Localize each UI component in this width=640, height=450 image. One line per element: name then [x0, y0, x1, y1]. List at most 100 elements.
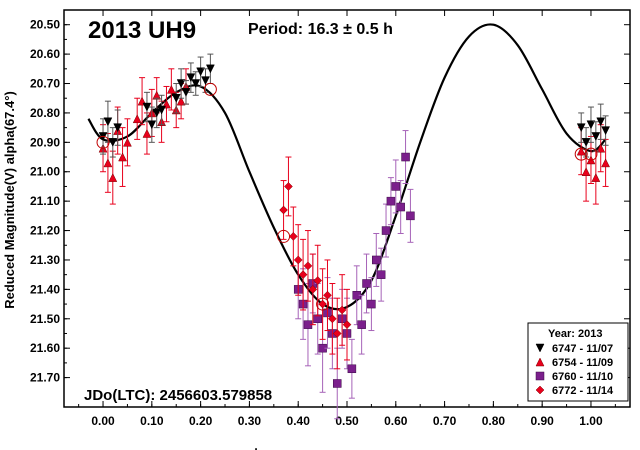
- data-point: [332, 329, 342, 338]
- data-point: [372, 255, 381, 265]
- legend-marker: [535, 343, 545, 353]
- data-point: [108, 173, 118, 182]
- legend-title: Year: 2013: [548, 328, 602, 340]
- data-point: [166, 84, 176, 94]
- data-point: [123, 137, 132, 147]
- y-axis: 20.50 20.60 20.70 20.80 20.90 21.00 21.10 21.20…: [30, 18, 630, 385]
- legend-marker: [535, 385, 545, 395]
- data-point: [176, 79, 186, 89]
- data-point: [391, 182, 401, 191]
- highlight-circle: [584, 147, 598, 161]
- data-point: [293, 255, 303, 265]
- data-point: [601, 126, 611, 136]
- data-point: [157, 105, 166, 115]
- x-tick-label: 0.60: [384, 414, 408, 428]
- data-point: [201, 76, 210, 86]
- y-tick-label: 21.00: [30, 165, 60, 179]
- data-point: [142, 128, 152, 138]
- x-tick-label: 0.10: [140, 414, 164, 428]
- y-tick-label: 20.60: [30, 47, 60, 61]
- circled-points-layer: [96, 82, 598, 311]
- y-tick-label: 21.70: [30, 371, 60, 385]
- data-point: [601, 158, 611, 168]
- y-tick-label: 20.70: [30, 77, 60, 91]
- y-tick-label: 21.50: [30, 312, 60, 326]
- data-point: [288, 232, 298, 241]
- data-point: [186, 73, 196, 83]
- x-axis-label: .: [254, 439, 257, 450]
- jdo-annotation: JDo(LTC): 2456603.579858: [84, 387, 272, 404]
- data-points-layer: [98, 53, 611, 420]
- legend-entry: 6772 - 11/14: [552, 385, 614, 397]
- data-point: [401, 152, 410, 162]
- highlight-circle: [96, 135, 110, 149]
- series-triangle-down: [98, 53, 611, 158]
- legend: Year: 2013 6747 - 11/07 6754 - 11/09 6760 …: [527, 322, 629, 402]
- legend-marker: [535, 357, 545, 367]
- data-point: [581, 167, 591, 176]
- data-point: [323, 290, 332, 300]
- y-tick-label: 20.90: [30, 135, 60, 149]
- data-point: [347, 364, 357, 374]
- y-tick-label: 21.10: [30, 194, 60, 208]
- x-tick-label: 0.40: [287, 414, 311, 428]
- x-tick-label: 0.20: [189, 414, 213, 428]
- x-tick-label: 0.80: [482, 414, 506, 428]
- series-diamond: [279, 156, 352, 370]
- highlight-circle: [574, 147, 588, 161]
- data-point: [406, 211, 415, 221]
- data-point: [337, 305, 347, 315]
- highlight-circle: [316, 297, 330, 311]
- data-point: [313, 276, 323, 285]
- fit-curve-layer: [87, 23, 607, 311]
- highlight-circle: [203, 82, 217, 96]
- y-tick-label: 20.50: [30, 18, 60, 32]
- legend-box: [527, 322, 629, 402]
- data-point: [103, 158, 113, 168]
- chart-subtitle: Period: 16.3 ± 0.5 h: [248, 21, 393, 38]
- y-tick-label: 20.80: [30, 106, 60, 120]
- x-tick-label: 1.00: [579, 414, 603, 428]
- y-tick-label: 21.30: [30, 253, 60, 267]
- data-point: [318, 299, 327, 309]
- y-tick-label: 21.40: [30, 282, 60, 296]
- data-point: [381, 226, 391, 235]
- y-axis-label: Reduced Magnitude(V) alpha(67.4°): [2, 91, 17, 309]
- data-point: [362, 279, 371, 288]
- data-point: [576, 146, 586, 156]
- data-point: [367, 299, 376, 309]
- data-point: [132, 114, 142, 124]
- data-point: [332, 379, 342, 388]
- legend-entry: 6747 - 11/07: [552, 343, 613, 355]
- data-point: [308, 285, 318, 294]
- x-tick-label: 0.90: [530, 414, 554, 428]
- x-axis: 0.00 0.10 0.20 0.30 0.40 0.50 0.60 0.70 0.80 0.90…: [78, 10, 616, 428]
- data-point: [596, 117, 606, 127]
- y-tick-label: 21.20: [30, 224, 60, 238]
- fit-curve: [87, 23, 607, 311]
- data-point: [205, 64, 215, 74]
- legend-entry: 6754 - 11/09: [552, 357, 613, 369]
- data-point: [152, 108, 162, 118]
- data-point: [328, 314, 337, 324]
- data-point: [118, 152, 127, 162]
- data-point: [298, 270, 308, 280]
- legend-marker: [535, 371, 545, 381]
- data-point: [386, 196, 396, 206]
- highlight-circle: [277, 229, 291, 243]
- data-point: [586, 120, 596, 130]
- y-tick-label: 21.60: [30, 341, 60, 355]
- data-point: [596, 143, 606, 153]
- data-point: [342, 320, 352, 330]
- x-tick-label: 0.70: [433, 414, 457, 428]
- x-tick-label: 0.30: [238, 414, 262, 428]
- data-point: [108, 138, 118, 147]
- data-point: [591, 173, 601, 182]
- data-point: [279, 205, 288, 215]
- data-point: [357, 320, 366, 329]
- data-point: [103, 117, 113, 127]
- data-point: [113, 123, 123, 133]
- legend-entry: 6760 - 11/10: [552, 371, 613, 383]
- data-point: [191, 79, 201, 89]
